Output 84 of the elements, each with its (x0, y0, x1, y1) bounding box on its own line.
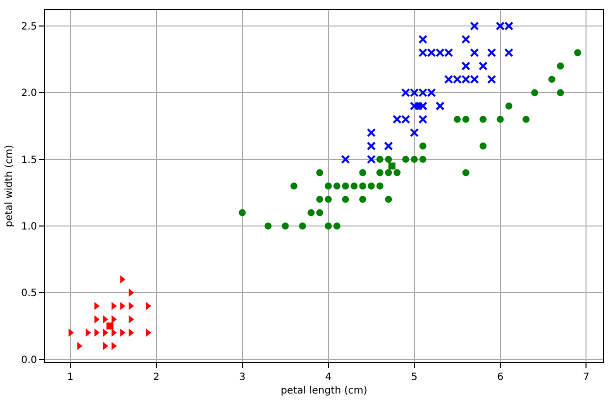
point (376, 169, 384, 176)
point (461, 34, 470, 44)
x-tick-label: 5 (411, 372, 418, 383)
x-tick-label: 2 (153, 372, 160, 383)
point (496, 116, 504, 123)
point (359, 182, 366, 190)
point (384, 196, 392, 203)
point (238, 209, 246, 216)
y-tick-label: 0.5 (21, 288, 37, 300)
x-tick-label: 6 (497, 372, 504, 383)
point (359, 196, 366, 203)
point (548, 76, 556, 83)
point (366, 128, 376, 138)
point (522, 116, 530, 123)
point (418, 114, 428, 124)
y-tick-label: 0.0 (21, 354, 37, 366)
point (146, 328, 152, 337)
point (366, 154, 376, 164)
point (299, 222, 306, 230)
point (419, 142, 426, 150)
point (316, 169, 324, 176)
point (556, 89, 564, 96)
point (308, 209, 315, 216)
y-tick-label: 2.5 (21, 22, 37, 32)
point (384, 142, 393, 150)
point (504, 48, 514, 58)
point (480, 116, 487, 123)
point (505, 102, 512, 110)
point (324, 222, 332, 230)
point (454, 116, 461, 123)
x-tick-label: 3 (239, 372, 246, 383)
point (316, 196, 324, 203)
point (86, 328, 92, 337)
point (410, 128, 419, 138)
point (128, 288, 134, 297)
point (342, 182, 349, 190)
point (324, 182, 332, 190)
y-tick-label: 1.5 (21, 154, 37, 166)
point (324, 196, 332, 203)
point (478, 62, 488, 70)
point (290, 182, 298, 190)
point (487, 48, 496, 58)
point (419, 156, 426, 163)
x-tick-label: 7 (583, 372, 590, 383)
point (264, 222, 272, 230)
point (359, 169, 366, 176)
point (376, 156, 384, 163)
point (470, 48, 479, 58)
point (128, 328, 134, 337)
y-tick-label: 1.0 (21, 222, 37, 232)
point (94, 328, 100, 337)
point (366, 142, 376, 150)
y-tick-label: 2.0 (21, 88, 37, 100)
point (487, 74, 496, 84)
point (480, 142, 487, 150)
point (436, 102, 445, 110)
y-axis-title: petal width (cm) (4, 144, 16, 228)
point (462, 116, 470, 123)
x-axis-title: petal length (cm) (280, 386, 368, 396)
point (316, 209, 324, 216)
point (333, 222, 340, 230)
point (418, 34, 428, 44)
point (394, 169, 401, 176)
point (376, 182, 384, 190)
x-tick-label: 1 (67, 372, 74, 383)
point (402, 156, 410, 163)
point (282, 222, 289, 230)
point (94, 315, 100, 324)
point (574, 49, 582, 56)
point (340, 154, 350, 164)
point (384, 169, 392, 176)
point (470, 22, 479, 30)
point (462, 169, 470, 176)
point (342, 196, 349, 203)
point (368, 182, 375, 190)
point (384, 156, 392, 163)
point (410, 156, 418, 163)
point (128, 315, 134, 324)
point (350, 182, 358, 190)
point (531, 89, 538, 96)
x-tick-label: 4 (325, 372, 332, 383)
point (461, 62, 470, 70)
point (556, 62, 564, 70)
point (333, 182, 340, 190)
